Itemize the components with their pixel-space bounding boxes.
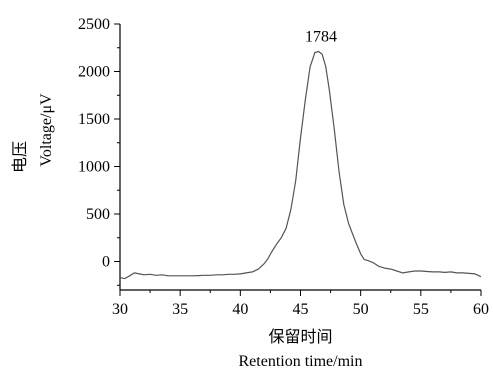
x-axis-title-cn: 保留时间 — [268, 328, 332, 346]
x-tick-label: 35 — [172, 301, 188, 318]
x-tick-label: 45 — [293, 301, 309, 318]
x-tick-label: 50 — [353, 301, 369, 318]
y-tick-label: 2500 — [78, 16, 110, 33]
y-axis-title-cn: 电压 — [11, 141, 29, 173]
x-tick-label: 30 — [112, 301, 128, 318]
y-tick-label: 1500 — [78, 111, 110, 128]
y-axis-title-en: Voltage/μV — [38, 93, 55, 167]
y-tick-label: 500 — [86, 206, 110, 223]
data-series-line — [119, 50, 482, 280]
peak-annotation: 1784 — [305, 29, 337, 46]
y-tick-label: 1000 — [78, 159, 110, 176]
x-tick-label: 40 — [232, 301, 248, 318]
y-tick-label: 0 — [102, 254, 110, 271]
x-tick-label: 60 — [473, 301, 489, 318]
x-axis-title-en: Retention time/min — [239, 353, 363, 370]
y-tick-label: 2000 — [78, 64, 110, 81]
x-tick-label: 55 — [413, 301, 429, 318]
